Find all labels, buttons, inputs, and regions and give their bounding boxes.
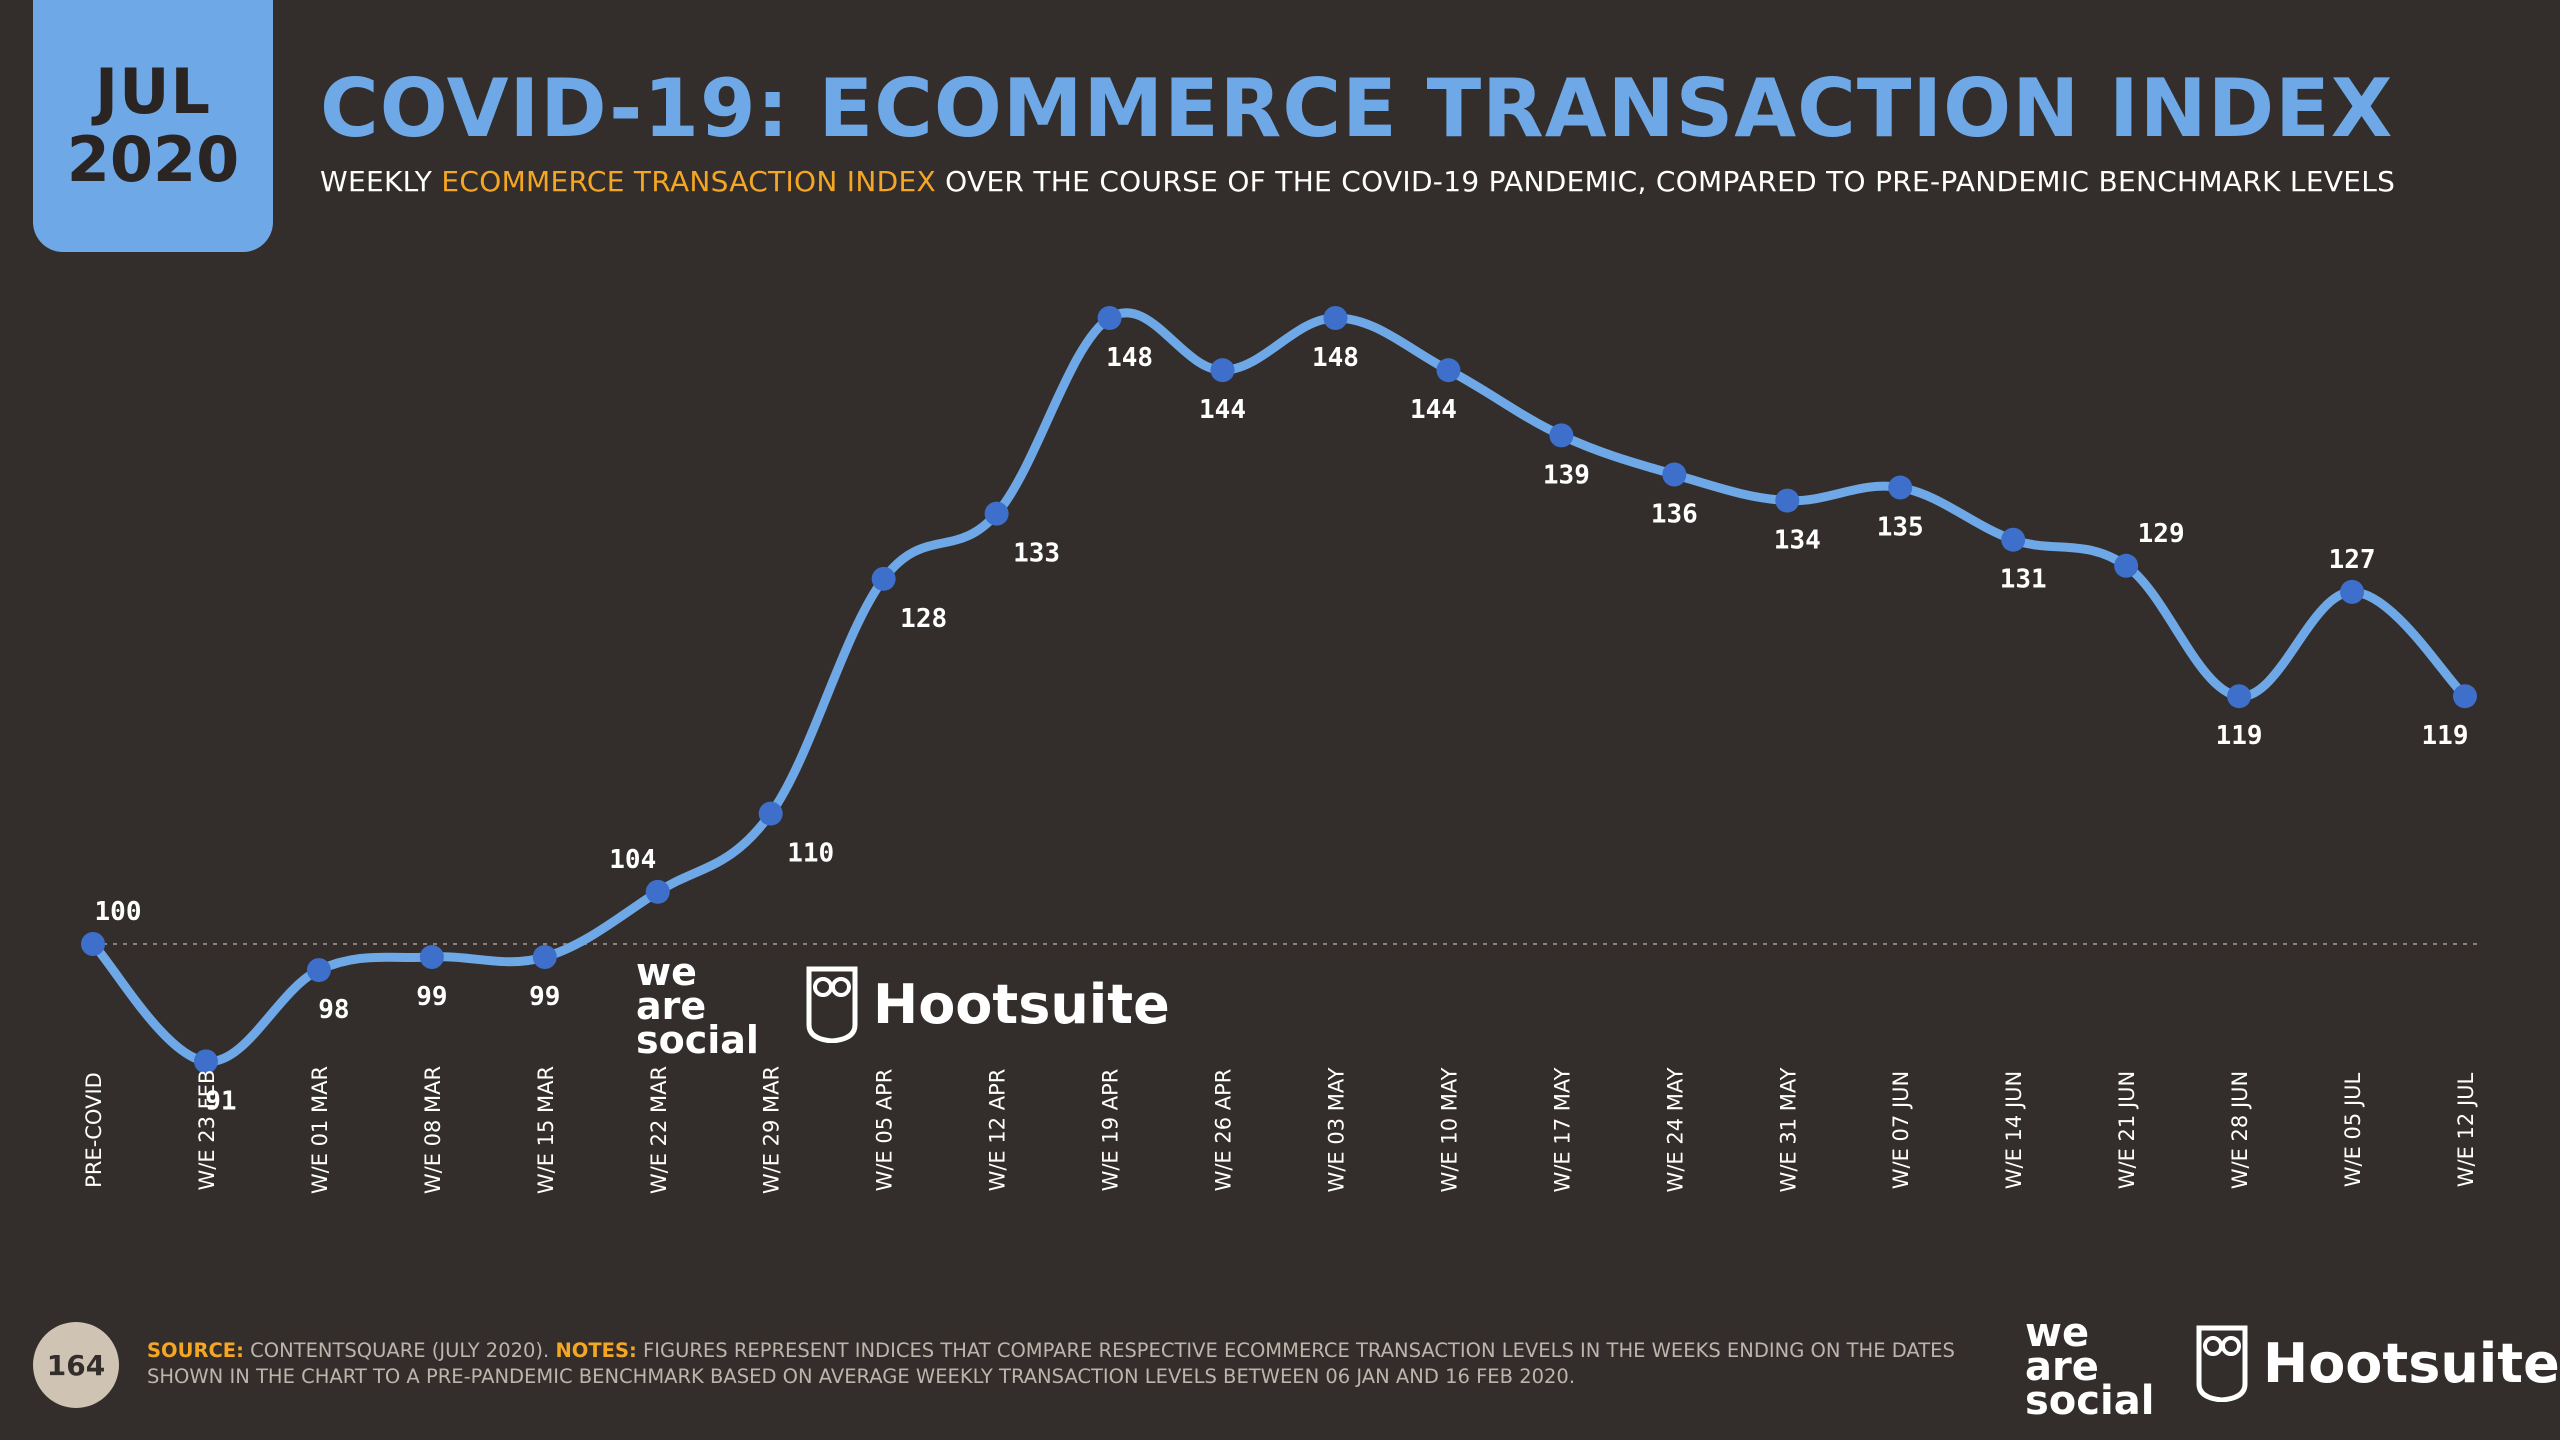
x-tick-label: W/E 14 JUN [2002,1071,2026,1189]
data-label: 135 [1877,513,1924,543]
we-are-social-watermark: we are social [636,950,759,1062]
date-badge-month: JUL [95,55,211,128]
x-tick-label: W/E 12 JUL [2454,1072,2478,1187]
data-label: 134 [1774,526,1821,556]
data-label: 99 [416,982,447,1012]
x-tick-label: W/E 23 FEB [195,1070,219,1191]
data-point [2001,527,2026,552]
page-title: COVID-19: ECOMMERCE TRANSACTION INDEX [320,62,2394,155]
x-tick-label: W/E 26 APR [1212,1069,1236,1192]
owl-icon [806,966,858,1043]
x-tick-label: W/E 21 JUN [2115,1071,2139,1189]
data-point [758,801,783,826]
data-point [1549,423,1574,448]
page-subtitle: WEEKLY ECOMMERCE TRANSACTION INDEX OVER … [320,165,2395,198]
data-label: 127 [2329,545,2376,575]
data-point [1662,462,1687,487]
data-point [1775,488,1800,513]
data-label: 139 [1543,460,1590,490]
data-point [419,945,444,970]
data-point [1210,358,1235,383]
data-label: 119 [2422,721,2469,751]
social-text: social [636,1018,759,1062]
data-label: 99 [529,982,560,1012]
x-tick-label: W/E 05 APR [873,1069,897,1192]
data-point [2227,684,2252,709]
page-number-badge: 164 [33,1322,119,1408]
data-label: 136 [1651,500,1698,530]
data-point [984,501,1009,526]
data-point [2453,684,2477,709]
data-label: 98 [318,995,349,1025]
x-tick-label: W/E 22 MAR [647,1066,671,1194]
data-point [1888,475,1913,500]
x-tick-label: W/E 17 MAY [1550,1067,1574,1192]
data-point [1097,306,1122,330]
data-label: 144 [1410,395,1457,425]
data-label: 110 [787,839,834,869]
x-tick-label: W/E 03 MAY [1324,1067,1348,1192]
data-point [81,932,105,956]
hootsuite-text: Hootsuite [873,972,1170,1036]
data-point [532,945,557,970]
data-label: 144 [1199,395,1246,425]
x-tick-label: W/E 19 APR [1099,1069,1123,1192]
series-line [88,308,2470,1066]
subtitle-post: OVER THE COURSE OF THE COVID-19 PANDEMIC… [935,165,2396,198]
hootsuite-watermark: Hootsuite [805,965,1170,1043]
data-label: 148 [1312,343,1359,373]
x-tick-label: W/E 31 MAY [1776,1067,1800,1192]
data-point [871,566,896,591]
notes-text: FIGURES REPRESENT INDICES THAT COMPARE R… [147,1339,1955,1388]
source-text: CONTENTSQUARE (JULY 2020). [243,1339,556,1362]
x-tick-label: PRE-COVID [82,1072,106,1188]
x-tick-label: W/E 07 JUN [1889,1071,1913,1189]
data-label: 131 [2000,565,2047,595]
x-tick-label: W/E 12 APR [986,1069,1010,1192]
data-point [645,879,670,904]
data-label: 129 [2138,519,2185,549]
x-tick-label: W/E 08 MAR [421,1066,445,1194]
data-point [2114,553,2139,578]
hootsuite-text: Hootsuite [2263,1331,2560,1395]
x-tick-label: W/E 24 MAY [1663,1067,1687,1192]
x-tick-label: W/E 29 MAR [760,1066,784,1194]
date-badge: JUL 2020 [33,0,273,252]
notes-label: NOTES: [555,1339,637,1362]
data-point [1323,306,1348,330]
data-label: 104 [609,845,656,875]
data-point [306,958,331,983]
data-label: 91 [205,1086,236,1116]
data-point [1436,358,1461,383]
subtitle-highlight: ECOMMERCE TRANSACTION INDEX [441,165,936,198]
x-tick-label: W/E 05 JUL [2341,1072,2365,1187]
data-label: 119 [2216,721,2263,751]
footer-notes: SOURCE: CONTENTSQUARE (JULY 2020). NOTES… [147,1338,1997,1390]
data-point [193,1049,218,1074]
x-tick-label: W/E 10 MAY [1437,1067,1461,1192]
we-text: we [2025,1310,2090,1356]
data-label: 128 [900,604,947,634]
data-label: 148 [1106,343,1153,373]
we-are-social-logo: we are social [2025,1310,2155,1424]
x-tick-label: W/E 28 JUN [2228,1071,2252,1189]
are-text: are [2025,1344,2099,1390]
owl-icon [2196,1325,2248,1402]
data-label: 133 [1013,539,1060,569]
data-label: 100 [95,897,142,927]
data-point [2340,579,2365,604]
x-tick-label: W/E 01 MAR [308,1066,332,1194]
are-text: are [636,984,707,1028]
hootsuite-logo: Hootsuite [2195,1324,2560,1402]
x-tick-label: W/E 15 MAR [534,1066,558,1194]
social-text: social [2025,1378,2155,1424]
subtitle-pre: WEEKLY [320,165,442,198]
source-label: SOURCE: [147,1339,244,1362]
we-text: we [636,950,697,994]
date-badge-year: 2020 [66,123,240,196]
